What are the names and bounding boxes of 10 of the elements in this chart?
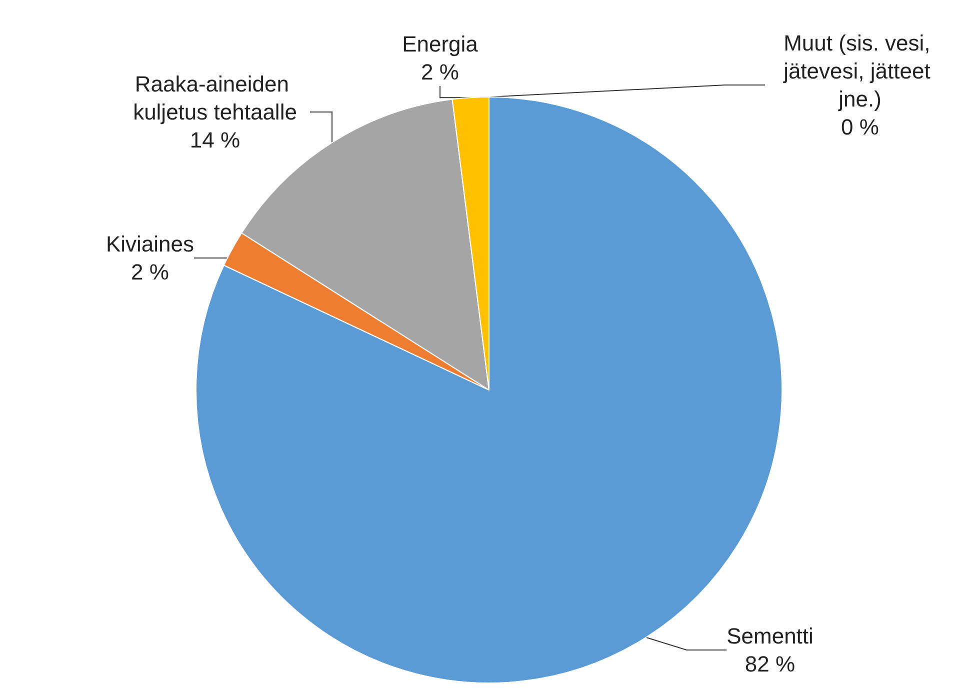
slice-label: Raaka-aineiden kuljetus tehtaalle xyxy=(133,72,297,124)
slice-label: Kiviaines xyxy=(106,232,194,256)
category-label: Muut (sis. vesi, jätevesi, jätteet jne.) xyxy=(784,30,930,112)
data-label: 2 % xyxy=(131,260,169,284)
data-label: 2 % xyxy=(421,60,459,84)
slice-label: Sementti xyxy=(726,624,814,648)
slice-label: Energia xyxy=(402,32,479,56)
data-label: 82 % xyxy=(744,652,796,676)
data-label: 14 % xyxy=(190,128,240,152)
text: 0 % xyxy=(841,114,879,140)
